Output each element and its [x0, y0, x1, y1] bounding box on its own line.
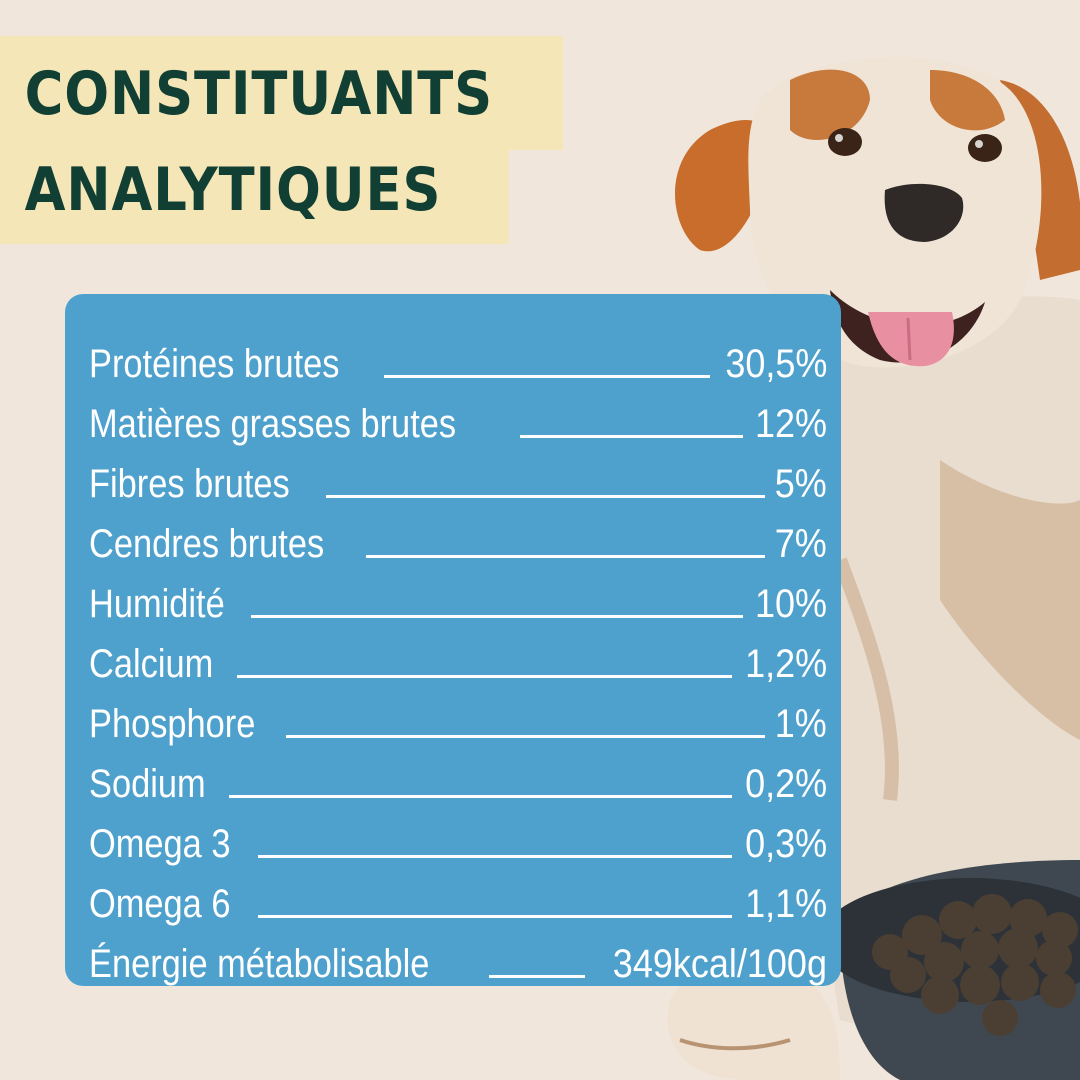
leader-line: [366, 555, 766, 558]
constituent-label: Matières grasses brutes: [89, 402, 457, 446]
constituent-label: Omega 3: [89, 822, 231, 866]
page-title-line-1: CONSTITUANTS: [24, 59, 494, 129]
constituent-row: Protéines brutes 30,5%: [89, 324, 827, 384]
constituent-label: Fibres brutes: [89, 462, 290, 506]
constituent-value: 12%: [754, 402, 827, 446]
constituent-value: 0,2%: [744, 762, 827, 806]
constituents-panel: Protéines brutes 30,5% Matières grasses …: [65, 294, 841, 986]
leader-line: [237, 675, 732, 678]
constituent-label: Phosphore: [89, 702, 256, 746]
constituent-value: 10%: [754, 582, 827, 626]
constituent-row: Matières grasses brutes 12%: [89, 384, 827, 444]
constituent-value: 5%: [774, 462, 827, 506]
constituent-row: Omega 6 1,1%: [89, 864, 827, 924]
constituent-row: Calcium 1,2%: [89, 624, 827, 684]
constituent-value: 0,3%: [744, 822, 827, 866]
constituent-value: 349kcal/100g: [612, 942, 827, 986]
leader-line: [326, 495, 766, 498]
title-badge-line-1: CONSTITUANTS: [0, 36, 564, 150]
constituent-label: Omega 6: [89, 882, 231, 926]
constituent-row: Phosphore 1%: [89, 684, 827, 744]
constituent-label: Calcium: [89, 642, 214, 686]
constituent-label: Énergie métabolisable: [89, 942, 430, 986]
constituent-value: 30,5%: [724, 342, 827, 386]
constituent-row: Humidité 10%: [89, 564, 827, 624]
food-bowl-icon: [820, 860, 1080, 1080]
constituent-value: 1%: [774, 702, 827, 746]
page-title-line-2: ANALYTIQUES: [24, 155, 442, 225]
constituent-row: Omega 3 0,3%: [89, 804, 827, 864]
constituent-label: Protéines brutes: [89, 342, 340, 386]
constituent-label: Cendres brutes: [89, 522, 325, 566]
dog-icon: [667, 57, 1080, 1080]
leader-line: [519, 435, 743, 438]
leader-line: [384, 375, 710, 378]
leader-line: [250, 615, 743, 618]
constituent-value: 1,1%: [744, 882, 827, 926]
leader-line: [228, 795, 732, 798]
constituent-row: Sodium 0,2%: [89, 744, 827, 804]
constituent-row: Cendres brutes 7%: [89, 504, 827, 564]
constituent-row: Fibres brutes 5%: [89, 444, 827, 504]
constituent-value: 7%: [774, 522, 827, 566]
leader-line: [257, 855, 732, 858]
leader-line: [488, 975, 586, 978]
constituent-label: Humidité: [89, 582, 225, 626]
constituent-row: Énergie métabolisable 349kcal/100g: [89, 924, 827, 984]
leader-line: [286, 735, 766, 738]
dog-illustration: [667, 57, 1080, 1080]
constituent-label: Sodium: [89, 762, 206, 806]
constituent-value: 1,2%: [744, 642, 827, 686]
title-badge-line-2: ANALYTIQUES: [0, 146, 509, 244]
leader-line: [257, 915, 732, 918]
